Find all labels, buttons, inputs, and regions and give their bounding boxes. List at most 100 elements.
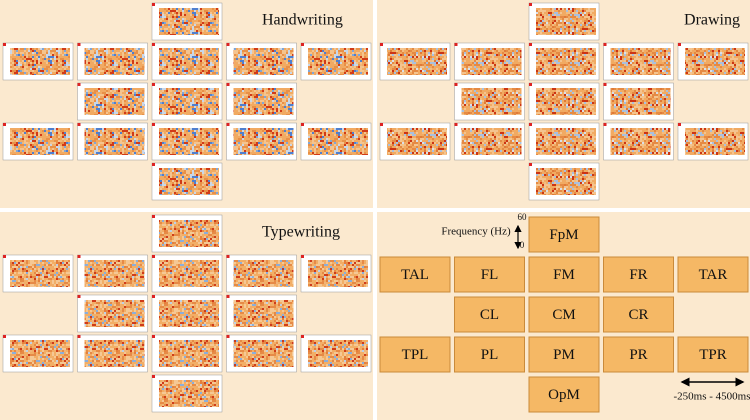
plot-marker xyxy=(77,335,81,338)
heatmap xyxy=(10,128,70,155)
region-label: TPR xyxy=(699,347,727,363)
region-label: PM xyxy=(553,347,575,363)
heatmap xyxy=(387,128,447,155)
heatmap xyxy=(308,128,368,155)
plot-marker xyxy=(226,43,230,46)
plot-marker xyxy=(77,255,81,258)
plot-marker xyxy=(529,163,532,166)
plot-marker xyxy=(678,123,681,126)
region-box xyxy=(677,256,749,293)
plot-marker xyxy=(454,123,458,126)
plot-marker xyxy=(152,215,155,218)
heatmap xyxy=(685,48,745,75)
region-box xyxy=(379,336,451,373)
heatmap xyxy=(159,8,219,35)
region-box xyxy=(454,256,525,293)
plot-marker xyxy=(301,255,304,258)
plot-marker xyxy=(77,123,81,126)
region-label: TPL xyxy=(402,347,429,363)
heatmap xyxy=(159,260,219,287)
region-box xyxy=(603,296,674,333)
plot-marker xyxy=(529,43,532,46)
heatmap xyxy=(308,48,368,75)
plot-marker xyxy=(152,3,155,6)
region-label: FM xyxy=(553,267,575,283)
panel-title: Typewriting xyxy=(262,224,340,241)
heatmap xyxy=(536,8,596,35)
heatmap xyxy=(461,48,522,75)
plot-marker xyxy=(301,43,304,46)
heatmap xyxy=(536,128,596,155)
heatmap xyxy=(84,128,145,155)
heatmap xyxy=(159,168,219,195)
plot-marker xyxy=(226,83,230,86)
region-box xyxy=(528,216,600,253)
plot-marker xyxy=(226,123,230,126)
plot-marker xyxy=(301,123,304,126)
region-label: CL xyxy=(480,307,499,323)
heatmap xyxy=(233,260,294,287)
heatmap xyxy=(159,48,219,75)
divider-h xyxy=(0,208,750,212)
heatmap xyxy=(84,300,145,327)
region-label: CM xyxy=(552,307,575,323)
heatmap xyxy=(84,340,145,367)
heatmap xyxy=(233,340,294,367)
plot-marker xyxy=(380,43,383,46)
time-label: -250ms - 4500ms xyxy=(674,391,750,403)
plot-marker xyxy=(529,123,532,126)
heatmap xyxy=(461,128,522,155)
heatmap xyxy=(610,88,671,115)
region-box xyxy=(528,376,600,413)
plot-marker xyxy=(226,295,230,298)
heatmap xyxy=(159,380,219,407)
plot-marker xyxy=(152,255,155,258)
heatmap xyxy=(461,88,522,115)
heatmap xyxy=(233,88,294,115)
plot-marker xyxy=(678,43,681,46)
region-label: PL xyxy=(481,347,499,363)
region-label: PR xyxy=(629,347,647,363)
region-box xyxy=(528,256,600,293)
heatmap xyxy=(84,48,145,75)
plot-marker xyxy=(3,123,6,126)
plot-marker xyxy=(152,43,155,46)
heatmap xyxy=(159,88,219,115)
heatmap xyxy=(536,48,596,75)
plot-marker xyxy=(77,295,81,298)
plot-marker xyxy=(152,163,155,166)
heatmap xyxy=(308,340,368,367)
plot-marker xyxy=(77,43,81,46)
region-label: OpM xyxy=(548,387,580,403)
heatmap xyxy=(610,128,671,155)
heatmap xyxy=(233,128,294,155)
heatmap xyxy=(610,48,671,75)
heatmap xyxy=(10,260,70,287)
plot-marker xyxy=(603,83,607,86)
region-label: FpM xyxy=(549,227,578,243)
heatmap xyxy=(536,88,596,115)
heatmap xyxy=(233,48,294,75)
region-label: FR xyxy=(629,267,647,283)
plot-marker xyxy=(529,3,532,6)
plot-marker xyxy=(454,83,458,86)
plot-marker xyxy=(152,83,155,86)
heatmap xyxy=(159,128,219,155)
region-label: FL xyxy=(481,267,499,283)
plot-marker xyxy=(77,83,81,86)
plot-marker xyxy=(226,255,230,258)
region-box xyxy=(528,296,600,333)
region-box xyxy=(454,336,525,373)
heatmap xyxy=(84,260,145,287)
frequency-top: 60 xyxy=(518,212,528,222)
heatmap xyxy=(159,220,219,247)
heatmap xyxy=(10,48,70,75)
region-label: CR xyxy=(628,307,648,323)
heatmap xyxy=(84,88,145,115)
plot-marker xyxy=(226,335,230,338)
plot-marker xyxy=(3,43,6,46)
region-box xyxy=(454,296,525,333)
plot-marker xyxy=(152,295,155,298)
plot-marker xyxy=(3,255,6,258)
